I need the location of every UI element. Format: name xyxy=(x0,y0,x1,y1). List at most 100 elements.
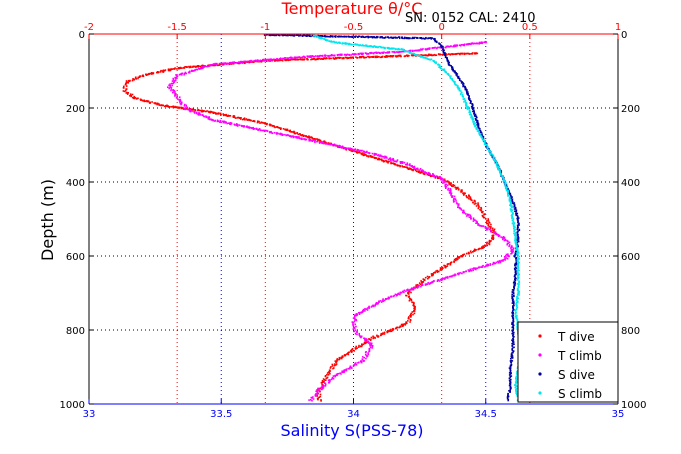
data-point xyxy=(516,373,518,375)
data-point xyxy=(195,112,198,115)
data-point xyxy=(514,384,516,387)
data-point xyxy=(352,323,354,325)
data-point xyxy=(335,57,338,60)
data-point xyxy=(467,52,469,55)
data-point xyxy=(440,46,443,49)
data-point xyxy=(416,286,418,288)
data-point xyxy=(137,97,139,100)
data-point xyxy=(512,309,514,312)
data-point xyxy=(449,192,452,194)
data-point xyxy=(439,66,441,68)
data-point xyxy=(456,75,458,77)
data-point xyxy=(469,214,471,216)
data-point xyxy=(514,381,517,383)
data-point xyxy=(220,62,222,65)
data-point xyxy=(428,174,430,176)
data-point xyxy=(203,115,205,118)
data-point xyxy=(472,43,475,45)
data-point xyxy=(355,345,357,348)
data-point xyxy=(457,189,460,191)
data-point xyxy=(314,138,317,140)
data-point xyxy=(223,120,225,123)
data-point xyxy=(406,164,408,166)
data-point xyxy=(469,112,471,114)
data-point xyxy=(465,270,467,273)
data-point xyxy=(361,56,364,58)
data-point xyxy=(470,251,472,254)
data-point xyxy=(353,315,356,318)
data-point xyxy=(508,384,511,387)
data-point xyxy=(390,295,392,298)
data-point xyxy=(488,226,491,228)
data-point xyxy=(486,228,489,231)
data-point xyxy=(453,274,456,277)
data-point xyxy=(357,312,360,314)
data-point xyxy=(246,60,249,63)
data-point xyxy=(513,230,515,233)
data-point xyxy=(516,393,518,396)
data-point xyxy=(452,184,454,186)
data-point xyxy=(367,353,370,356)
data-point xyxy=(441,177,443,180)
data-point xyxy=(245,118,248,120)
data-point xyxy=(337,57,340,59)
data-point xyxy=(364,339,366,341)
data-point xyxy=(500,170,502,172)
data-point xyxy=(363,337,366,340)
data-point xyxy=(380,301,383,303)
data-point xyxy=(389,48,391,50)
data-point xyxy=(515,264,517,266)
data-point xyxy=(378,301,380,303)
data-point xyxy=(315,393,317,395)
legend-label: S dive xyxy=(558,368,595,382)
data-point xyxy=(480,247,482,250)
data-point xyxy=(330,366,332,368)
data-point xyxy=(407,167,409,170)
data-point xyxy=(480,132,483,134)
data-point xyxy=(332,35,334,37)
data-point xyxy=(488,149,490,151)
data-point xyxy=(324,375,327,378)
data-point xyxy=(271,124,273,127)
data-point xyxy=(189,109,192,111)
data-point xyxy=(267,60,270,62)
data-point xyxy=(334,35,336,38)
data-point xyxy=(503,237,505,240)
data-point xyxy=(510,205,512,207)
data-point xyxy=(514,313,516,315)
data-point xyxy=(241,60,243,63)
data-point xyxy=(375,56,377,59)
data-point xyxy=(517,272,519,275)
data-point xyxy=(315,34,317,37)
data-point xyxy=(252,128,255,130)
data-point xyxy=(155,102,157,105)
data-point xyxy=(409,163,411,165)
data-point xyxy=(480,135,482,137)
data-point xyxy=(431,281,434,283)
data-point xyxy=(490,223,492,226)
data-point xyxy=(321,37,324,39)
data-point xyxy=(345,53,347,56)
top-tick-label: -2 xyxy=(84,22,94,33)
data-point xyxy=(312,139,315,142)
data-point xyxy=(457,273,460,275)
data-point xyxy=(256,128,258,130)
data-point xyxy=(229,123,232,126)
data-point xyxy=(505,184,508,187)
data-point xyxy=(411,52,413,55)
data-point xyxy=(234,62,237,64)
data-point xyxy=(307,58,309,61)
data-point xyxy=(125,88,127,90)
data-point xyxy=(383,157,386,159)
data-point xyxy=(510,197,512,200)
data-point xyxy=(453,198,455,200)
data-point xyxy=(444,183,447,186)
data-point xyxy=(356,43,358,46)
data-point xyxy=(493,228,496,231)
data-point xyxy=(484,143,487,146)
data-point xyxy=(515,213,517,216)
data-point xyxy=(174,95,176,97)
data-point xyxy=(516,252,518,255)
data-point xyxy=(249,127,252,129)
data-point xyxy=(434,271,436,274)
